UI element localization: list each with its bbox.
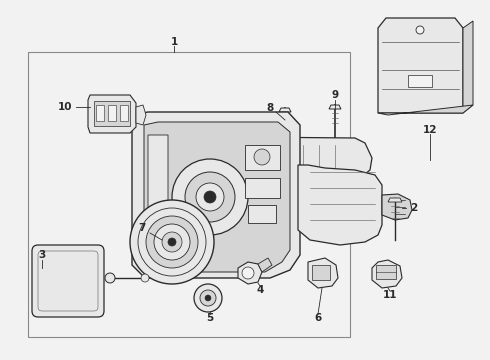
Circle shape — [204, 191, 216, 203]
Polygon shape — [378, 105, 473, 115]
Bar — [245, 145, 280, 170]
Polygon shape — [298, 165, 382, 245]
Circle shape — [168, 238, 176, 246]
Bar — [108, 105, 116, 121]
Circle shape — [196, 183, 224, 211]
Text: 2: 2 — [410, 203, 417, 213]
Text: 1: 1 — [171, 37, 178, 47]
Bar — [245, 178, 280, 198]
Circle shape — [416, 26, 424, 34]
Circle shape — [205, 295, 211, 301]
Bar — [408, 75, 432, 87]
Circle shape — [130, 200, 214, 284]
Bar — [120, 105, 128, 121]
Bar — [96, 105, 104, 121]
FancyBboxPatch shape — [32, 245, 104, 317]
Text: 11: 11 — [383, 290, 397, 300]
Bar — [94, 101, 130, 126]
Polygon shape — [148, 135, 168, 268]
Text: 9: 9 — [331, 90, 339, 100]
Circle shape — [200, 290, 216, 306]
Circle shape — [105, 273, 115, 283]
Polygon shape — [463, 21, 473, 113]
Circle shape — [154, 224, 190, 260]
Text: 6: 6 — [315, 313, 321, 323]
Polygon shape — [382, 194, 412, 220]
Text: 4: 4 — [256, 285, 264, 295]
Polygon shape — [238, 262, 262, 284]
Circle shape — [185, 172, 235, 222]
Circle shape — [138, 208, 206, 276]
Circle shape — [141, 274, 149, 282]
Circle shape — [254, 149, 270, 165]
Polygon shape — [308, 258, 338, 288]
Polygon shape — [372, 260, 402, 288]
Circle shape — [162, 232, 182, 252]
Circle shape — [242, 267, 254, 279]
Polygon shape — [88, 95, 136, 133]
Circle shape — [194, 284, 222, 312]
Polygon shape — [329, 105, 341, 109]
Bar — [312, 265, 330, 280]
Text: 3: 3 — [38, 250, 46, 260]
Bar — [28, 52, 350, 337]
Text: 12: 12 — [423, 125, 437, 135]
Polygon shape — [279, 108, 291, 112]
Polygon shape — [136, 105, 146, 125]
Polygon shape — [144, 122, 290, 272]
Polygon shape — [378, 18, 463, 113]
Text: 5: 5 — [206, 313, 214, 323]
Text: 8: 8 — [267, 103, 273, 113]
Polygon shape — [132, 112, 300, 278]
Text: 7: 7 — [138, 223, 146, 233]
Text: 10: 10 — [57, 102, 72, 112]
Polygon shape — [242, 137, 372, 182]
Bar — [376, 265, 396, 279]
Polygon shape — [388, 198, 402, 202]
Circle shape — [172, 159, 248, 235]
Circle shape — [146, 216, 198, 268]
Bar — [248, 205, 276, 223]
Polygon shape — [258, 258, 272, 272]
